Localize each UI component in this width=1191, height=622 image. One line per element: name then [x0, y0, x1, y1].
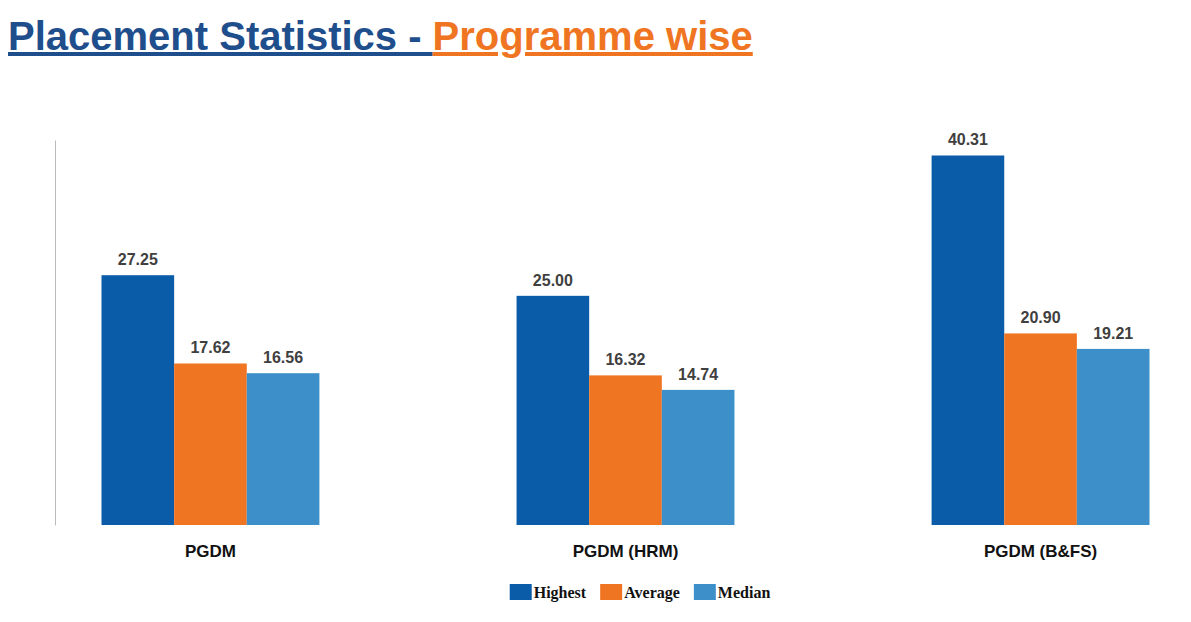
- bar: [932, 155, 1005, 525]
- bar: [517, 296, 590, 525]
- legend: Highest Average Median: [510, 584, 771, 602]
- legend-label: Highest: [534, 584, 587, 602]
- y-axis-line: [55, 141, 56, 526]
- data-label: 20.90: [1021, 309, 1061, 326]
- x-tick-label: PGDM: [185, 542, 236, 561]
- title-part: Programme wise: [433, 14, 753, 58]
- bars: [102, 155, 1150, 525]
- data-label: 27.25: [118, 251, 158, 268]
- x-tick: PGDM: [185, 542, 236, 561]
- data-label: 16.56: [263, 349, 303, 366]
- legend-item: Highest: [510, 584, 587, 602]
- x-axis: PGDM PGDM (HRM) PGDM (B&FS): [185, 542, 1097, 561]
- x-tick: PGDM (HRM): [573, 542, 679, 561]
- title: Placement Statistics - Programme wise: [8, 14, 753, 58]
- bar: [247, 373, 320, 525]
- legend-swatch: [510, 584, 532, 600]
- data-label: 19.21: [1093, 325, 1133, 342]
- legend-label: Median: [718, 584, 771, 601]
- x-tick-label: PGDM (HRM): [573, 542, 679, 561]
- legend-swatch: [694, 584, 716, 600]
- x-tick-label: PGDM (B&FS): [984, 542, 1097, 561]
- bar: [174, 363, 247, 525]
- data-label: 14.74: [678, 366, 718, 383]
- y-axis: [55, 141, 56, 526]
- legend-swatch: [600, 584, 622, 600]
- legend-label: Average: [624, 584, 680, 602]
- x-tick: PGDM (B&FS): [984, 542, 1097, 561]
- data-label: 40.31: [948, 131, 988, 148]
- data-label: 16.32: [605, 351, 645, 368]
- chart: Placement Statistics - Programme wise 27.…: [0, 0, 1191, 622]
- bar: [102, 275, 175, 525]
- bar: [589, 375, 662, 525]
- bar: [662, 390, 735, 525]
- bar: [1077, 349, 1150, 525]
- bar: [1004, 333, 1077, 525]
- title-part: Placement Statistics -: [8, 14, 433, 58]
- data-label: 17.62: [190, 339, 230, 356]
- legend-item: Average: [600, 584, 680, 602]
- data-labels: 27.25 25.00 40.31 17.62 16.32 20.90 16.56 14.74…: [118, 131, 1133, 382]
- data-label: 25.00: [533, 272, 573, 289]
- legend-item: Median: [694, 584, 771, 601]
